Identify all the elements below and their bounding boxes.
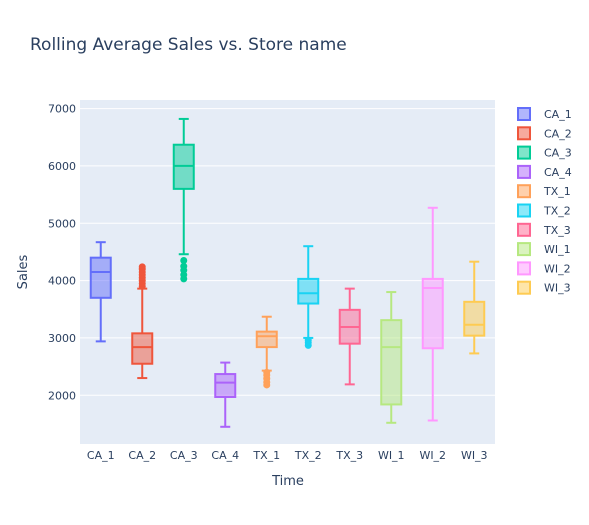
chart-title: Rolling Average Sales vs. Store name [30,35,347,55]
y-axis-title: Sales [16,254,31,289]
x-tick-label: TX_1 [252,449,280,462]
x-tick-label: CA_3 [170,449,198,462]
box-wi-1 [380,291,403,424]
legend-label: TX_1 [543,185,571,198]
x-tick-label: CA_4 [211,449,239,462]
legend-label: TX_2 [543,205,571,218]
legend-item: WI_1 [517,242,571,257]
box-ca-4 [214,361,237,428]
y-tick-label: 4000 [48,275,76,288]
legend-label: WI_3 [544,282,571,295]
x-tick-label: TX_2 [294,449,322,462]
legend-item: CA_3 [517,145,572,160]
box-tx-1 [255,315,278,389]
outlier-point [263,368,271,376]
x-tick-label: CA_2 [128,449,156,462]
legend-swatch [517,184,531,199]
x-tick-label: CA_1 [87,449,115,462]
box-wi-2 [421,206,444,422]
box-ca-3 [172,117,195,283]
legend-swatch [517,222,531,237]
legend-swatch [517,126,531,141]
legend-label: CA_1 [544,108,572,121]
plot-area [80,100,495,444]
y-tick-label: 7000 [48,103,76,116]
legend-item: TX_1 [517,184,571,199]
x-tick-label: TX_3 [335,449,363,462]
box-iqr [255,330,278,349]
box-iqr [214,373,237,398]
y-tick-label: 6000 [48,160,76,173]
y-tick-labels: 2000 3000 4000 5000 6000 7000 [48,103,76,403]
legend-label: CA_2 [544,127,572,140]
box-iqr [421,277,444,350]
x-tick-label: WI_2 [419,449,446,462]
box-ca-2 [131,263,154,380]
legend-swatch [517,145,531,160]
box-iqr [131,332,154,365]
box-iqr [380,319,403,406]
legend-label: WI_1 [544,243,571,256]
legend-swatch [517,242,531,257]
legend-item: CA_1 [517,107,572,121]
legend-label: TX_3 [543,224,571,237]
legend-item: WI_2 [517,261,571,276]
legend-item: TX_2 [517,203,571,218]
box-tx-3 [338,287,361,386]
outlier-point [138,263,146,271]
outlier-point [180,262,188,270]
legend-label: CA_4 [544,166,572,179]
legend-swatch [517,261,531,276]
legend-item: WI_3 [517,280,571,295]
box-ca-1 [89,241,112,343]
x-tick-label: WI_3 [461,449,488,462]
box-tx-2 [297,245,320,349]
legend-swatch [517,203,531,218]
y-tick-label: 2000 [48,389,76,402]
y-tick-label: 3000 [48,332,76,345]
legend-swatch [517,280,531,295]
y-tick-label: 5000 [48,217,76,230]
box-iqr [89,256,112,299]
x-tick-labels: CA_1 CA_2 CA_3 CA_4 TX_1 TX_2 TX_3 WI_1 WI_2 WI_3 [87,449,488,462]
box-wi-3 [463,260,486,355]
box-iqr [463,300,486,337]
x-tick-label: WI_1 [378,449,405,462]
box-iqr [297,277,320,305]
legend-swatch [517,164,531,179]
legend-item: CA_2 [517,126,572,141]
legend: CA_1 CA_2 CA_3 CA_4 TX_1 TX_2 TX_3 WI_1 WI_2 WI_3 [517,107,572,295]
legend-swatch [517,107,531,121]
legend-item: CA_4 [517,164,572,179]
legend-label: CA_3 [544,147,572,160]
legend-item: TX_3 [517,222,571,237]
outlier-point [304,336,312,344]
legend-label: WI_2 [544,262,571,275]
outlier-point [180,257,188,265]
x-axis-title: Time [271,474,304,489]
box-series [89,117,486,428]
